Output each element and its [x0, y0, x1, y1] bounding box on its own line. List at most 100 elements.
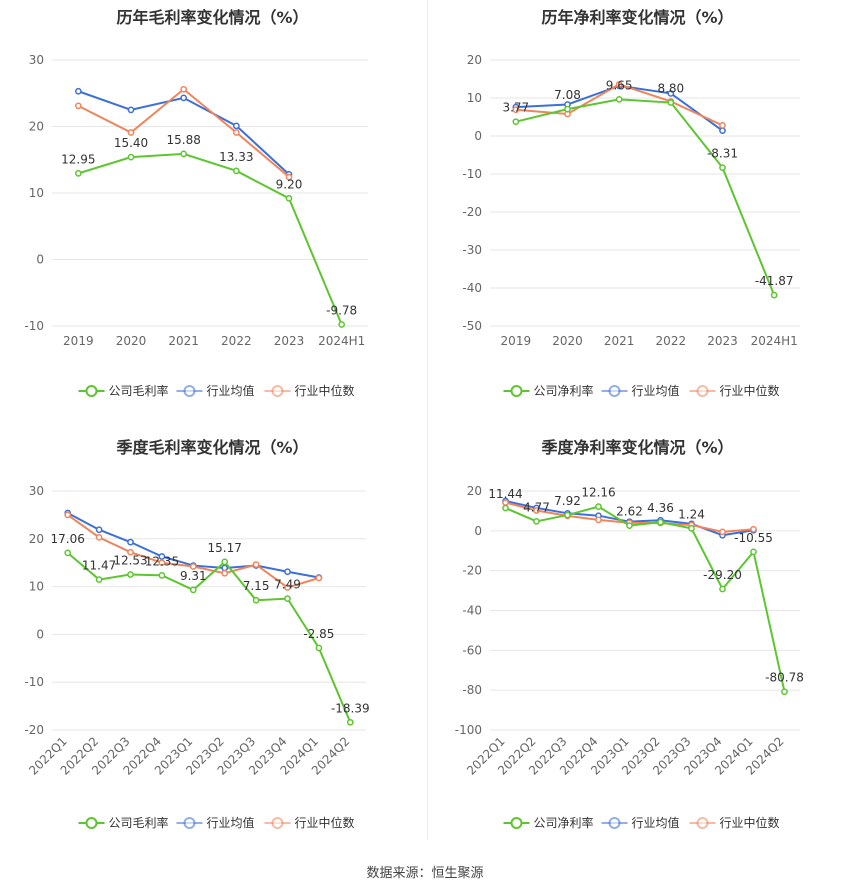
y-tick-label: -20 — [462, 205, 482, 219]
data-point — [158, 559, 166, 567]
data-label: 7.92 — [554, 494, 581, 508]
x-tick-label: 2022 — [656, 334, 687, 348]
y-tick-label: -60 — [462, 643, 482, 657]
data-point — [127, 153, 135, 161]
chart-title: 历年净利率变化情况（%） — [541, 8, 734, 27]
data-point — [719, 585, 726, 593]
legend-label: 行业中位数 — [720, 383, 780, 398]
legend-marker — [696, 385, 709, 397]
y-tick-label: 20 — [467, 484, 482, 498]
data-point — [285, 173, 293, 181]
x-tick-label: 2020 — [552, 334, 583, 348]
y-tick-label: 10 — [467, 91, 482, 105]
data-label: 7.49 — [274, 578, 301, 592]
y-tick-label: 0 — [474, 524, 482, 538]
legend-label: 公司毛利率 — [109, 815, 169, 830]
data-point — [180, 94, 188, 102]
x-tick-label: 2019 — [501, 334, 532, 348]
data-label: 17.06 — [51, 532, 85, 546]
y-tick-label: 0 — [474, 129, 482, 143]
data-point — [189, 586, 197, 594]
y-tick-label: 20 — [29, 532, 44, 546]
data-point — [667, 90, 675, 97]
legend-label: 行业中位数 — [295, 383, 355, 398]
data-point — [315, 574, 323, 582]
legend-label: 行业中位数 — [720, 815, 780, 830]
series-line — [67, 552, 352, 723]
data-point — [750, 548, 757, 556]
legend-marker — [183, 385, 196, 397]
chart-svg: -10 0 10 20 30 2019 2020 2021 2022 2023 2024H1 12.9… — [24, 53, 368, 398]
legend-marker — [271, 817, 284, 829]
data-point — [252, 596, 260, 604]
legend-marker — [510, 385, 523, 397]
data-label: -18.39 — [331, 701, 370, 715]
data-point — [284, 568, 291, 576]
data-point — [615, 95, 623, 103]
data-point — [74, 87, 82, 95]
data-point — [158, 572, 166, 579]
series-line — [515, 98, 776, 296]
y-tick-label: -10 — [24, 675, 44, 689]
data-label: 2.62 — [616, 505, 643, 519]
data-label: 4.36 — [647, 501, 674, 515]
data-point — [95, 534, 103, 541]
chart-svg: -50 -40 -30 -20 -10 0 10 20 2019 2020 2021 2022 2023… — [462, 53, 800, 398]
data-point — [750, 525, 757, 533]
data-point — [688, 525, 695, 532]
data-point — [719, 127, 726, 135]
panel-divider — [427, 0, 428, 840]
legend-label: 行业中位数 — [295, 815, 355, 830]
chart-svg: -20-1001020302022Q12022Q22022Q32022Q4202… — [24, 484, 370, 830]
data-label: -2.85 — [303, 627, 334, 641]
y-tick-label: -10 — [462, 167, 482, 181]
data-label: 1.24 — [678, 507, 705, 521]
data-point — [284, 584, 291, 591]
data-point — [338, 321, 346, 328]
legend-marker — [85, 817, 98, 829]
data-label: -9.78 — [326, 304, 357, 318]
chart-title: 季度净利率变化情况（%） — [541, 438, 734, 457]
y-tick-label: -20 — [24, 723, 44, 737]
legend-marker — [510, 817, 523, 829]
data-point — [770, 291, 778, 299]
x-tick-label: 2023 — [707, 334, 738, 348]
data-point — [232, 122, 240, 130]
y-tick-label: 0 — [36, 253, 44, 267]
x-tick-label: 2024H1 — [318, 334, 365, 348]
data-point — [315, 644, 323, 652]
chart-annual-net-margin: 历年净利率变化情况（%） -50 -40 -30 -20 -10 0 10 20 2019 202… — [425, 0, 850, 420]
series-line — [505, 505, 786, 692]
chart-title: 季度毛利率变化情况（%） — [116, 438, 309, 457]
data-point — [595, 516, 602, 524]
data-label: 15.17 — [208, 541, 242, 555]
legend-label: 行业均值 — [207, 383, 255, 398]
data-point — [180, 85, 188, 93]
legend-label: 行业均值 — [632, 815, 680, 830]
data-label: 13.33 — [219, 150, 253, 164]
data-point — [158, 553, 166, 560]
legend-label: 行业均值 — [632, 383, 680, 398]
data-point — [657, 518, 664, 526]
legend-marker — [608, 817, 621, 829]
data-point — [64, 511, 72, 519]
data-point — [719, 164, 726, 171]
data-point — [564, 105, 571, 113]
data-point — [64, 549, 72, 557]
data-label: 8.80 — [657, 82, 684, 96]
data-point — [533, 517, 540, 525]
y-tick-label: -30 — [462, 243, 482, 257]
y-tick-label: 20 — [29, 120, 44, 134]
data-label: 9.31 — [180, 569, 207, 583]
y-tick-label: -100 — [455, 723, 482, 737]
legend-marker — [696, 817, 709, 829]
chart-title: 历年毛利率变化情况（%） — [116, 8, 309, 27]
data-point — [127, 548, 134, 556]
y-tick-label: 30 — [29, 53, 44, 67]
chart-quarterly-net-margin: 季度净利率变化情况（%） -100 -80 -60 -40 -20 0 20 2022Q1 20… — [425, 430, 850, 850]
legend-label: 行业均值 — [207, 815, 255, 830]
legend-marker — [85, 385, 98, 397]
data-label: -29.20 — [703, 568, 742, 582]
data-point — [74, 102, 82, 110]
data-point — [127, 129, 135, 136]
